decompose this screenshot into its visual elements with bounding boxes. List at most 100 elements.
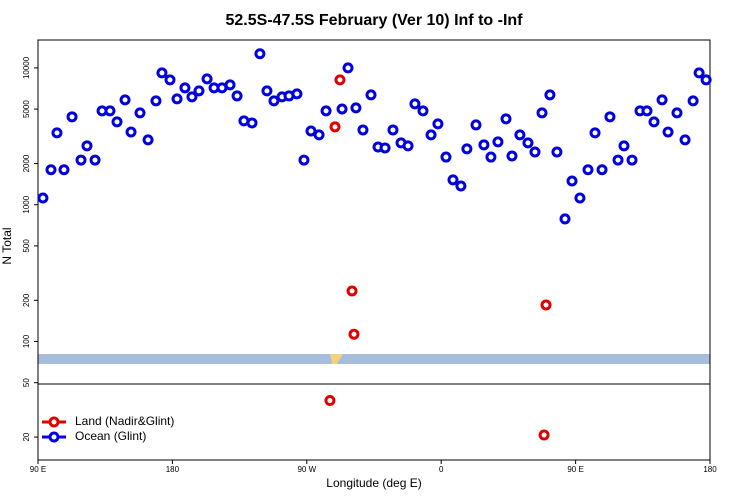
- point: [348, 328, 360, 340]
- point: [142, 134, 154, 146]
- point: [612, 154, 624, 166]
- map-strip: [38, 354, 710, 364]
- point: [246, 117, 258, 129]
- point: [559, 213, 571, 225]
- point: [538, 429, 550, 441]
- y-tick-label: 100: [22, 334, 31, 348]
- point: [193, 85, 205, 97]
- point: [346, 285, 358, 297]
- x-tick-label: 90 E: [567, 465, 583, 474]
- point: [589, 127, 601, 139]
- point: [478, 139, 490, 151]
- point: [58, 164, 70, 176]
- point: [224, 79, 236, 91]
- y-tick-label: 20: [22, 432, 31, 441]
- point: [150, 95, 162, 107]
- point: [514, 129, 526, 141]
- point: [298, 154, 310, 166]
- chart-title: 52.5S-47.5S February (Ver 10) Inf to -In…: [226, 12, 524, 29]
- point: [261, 85, 273, 97]
- legend-label: Land (Nadir&Glint): [75, 414, 174, 428]
- x-tick-label: 90 E: [30, 465, 46, 474]
- point: [342, 62, 354, 74]
- point: [37, 192, 49, 204]
- point: [656, 94, 668, 106]
- point: [171, 93, 183, 105]
- point: [350, 102, 362, 114]
- point: [254, 48, 266, 60]
- point: [470, 119, 482, 131]
- point: [125, 126, 137, 138]
- point: [529, 146, 541, 158]
- point: [485, 151, 497, 163]
- point: [641, 105, 653, 117]
- x-tick-label: 180: [166, 465, 180, 474]
- point: [186, 91, 198, 103]
- point: [81, 140, 93, 152]
- point: [365, 89, 377, 101]
- x-tick-label: 90 W: [297, 465, 316, 474]
- point: [402, 140, 414, 152]
- point: [305, 125, 317, 137]
- point: [179, 82, 191, 94]
- x-tick-label: 0: [439, 465, 444, 474]
- point: [324, 395, 336, 407]
- point: [551, 146, 563, 158]
- legend-marker: [48, 431, 60, 443]
- point: [500, 113, 512, 125]
- x-tick-label: 180: [703, 465, 717, 474]
- y-tick-label: 5000: [22, 100, 31, 118]
- point: [604, 111, 616, 123]
- legend-label: Ocean (Glint): [75, 429, 146, 443]
- y-tick-label: 200: [22, 293, 31, 307]
- point: [409, 98, 421, 110]
- point: [417, 105, 429, 117]
- point: [447, 174, 459, 186]
- y-tick-label: 2000: [22, 154, 31, 172]
- point: [45, 164, 57, 176]
- y-axis-label: N Total: [0, 227, 14, 264]
- point: [540, 299, 552, 311]
- point: [700, 74, 712, 86]
- point: [662, 126, 674, 138]
- point: [544, 89, 556, 101]
- point: [440, 151, 452, 163]
- point: [671, 107, 683, 119]
- point: [506, 150, 518, 162]
- point: [89, 154, 101, 166]
- point: [134, 107, 146, 119]
- point: [336, 103, 348, 115]
- point: [522, 137, 534, 149]
- point: [679, 134, 691, 146]
- point: [66, 111, 78, 123]
- point: [104, 105, 116, 117]
- point: [432, 118, 444, 130]
- y-tick-label: 500: [22, 239, 31, 253]
- point: [387, 124, 399, 136]
- y-tick-label: 1000: [22, 195, 31, 213]
- point: [461, 143, 473, 155]
- point: [582, 164, 594, 176]
- legend-marker: [48, 416, 60, 428]
- point: [231, 90, 243, 102]
- point: [75, 154, 87, 166]
- y-tick-label: 50: [22, 378, 31, 387]
- point: [313, 129, 325, 141]
- point: [626, 154, 638, 166]
- point: [357, 124, 369, 136]
- point: [648, 116, 660, 128]
- point: [201, 73, 213, 85]
- point: [492, 136, 504, 148]
- x-axis-label: Longitude (deg E): [326, 476, 421, 490]
- point: [536, 107, 548, 119]
- land-patch: [330, 354, 343, 364]
- point: [268, 95, 280, 107]
- point: [425, 129, 437, 141]
- point: [596, 164, 608, 176]
- point: [320, 105, 332, 117]
- point: [379, 142, 391, 154]
- point: [618, 140, 630, 152]
- point: [455, 180, 467, 192]
